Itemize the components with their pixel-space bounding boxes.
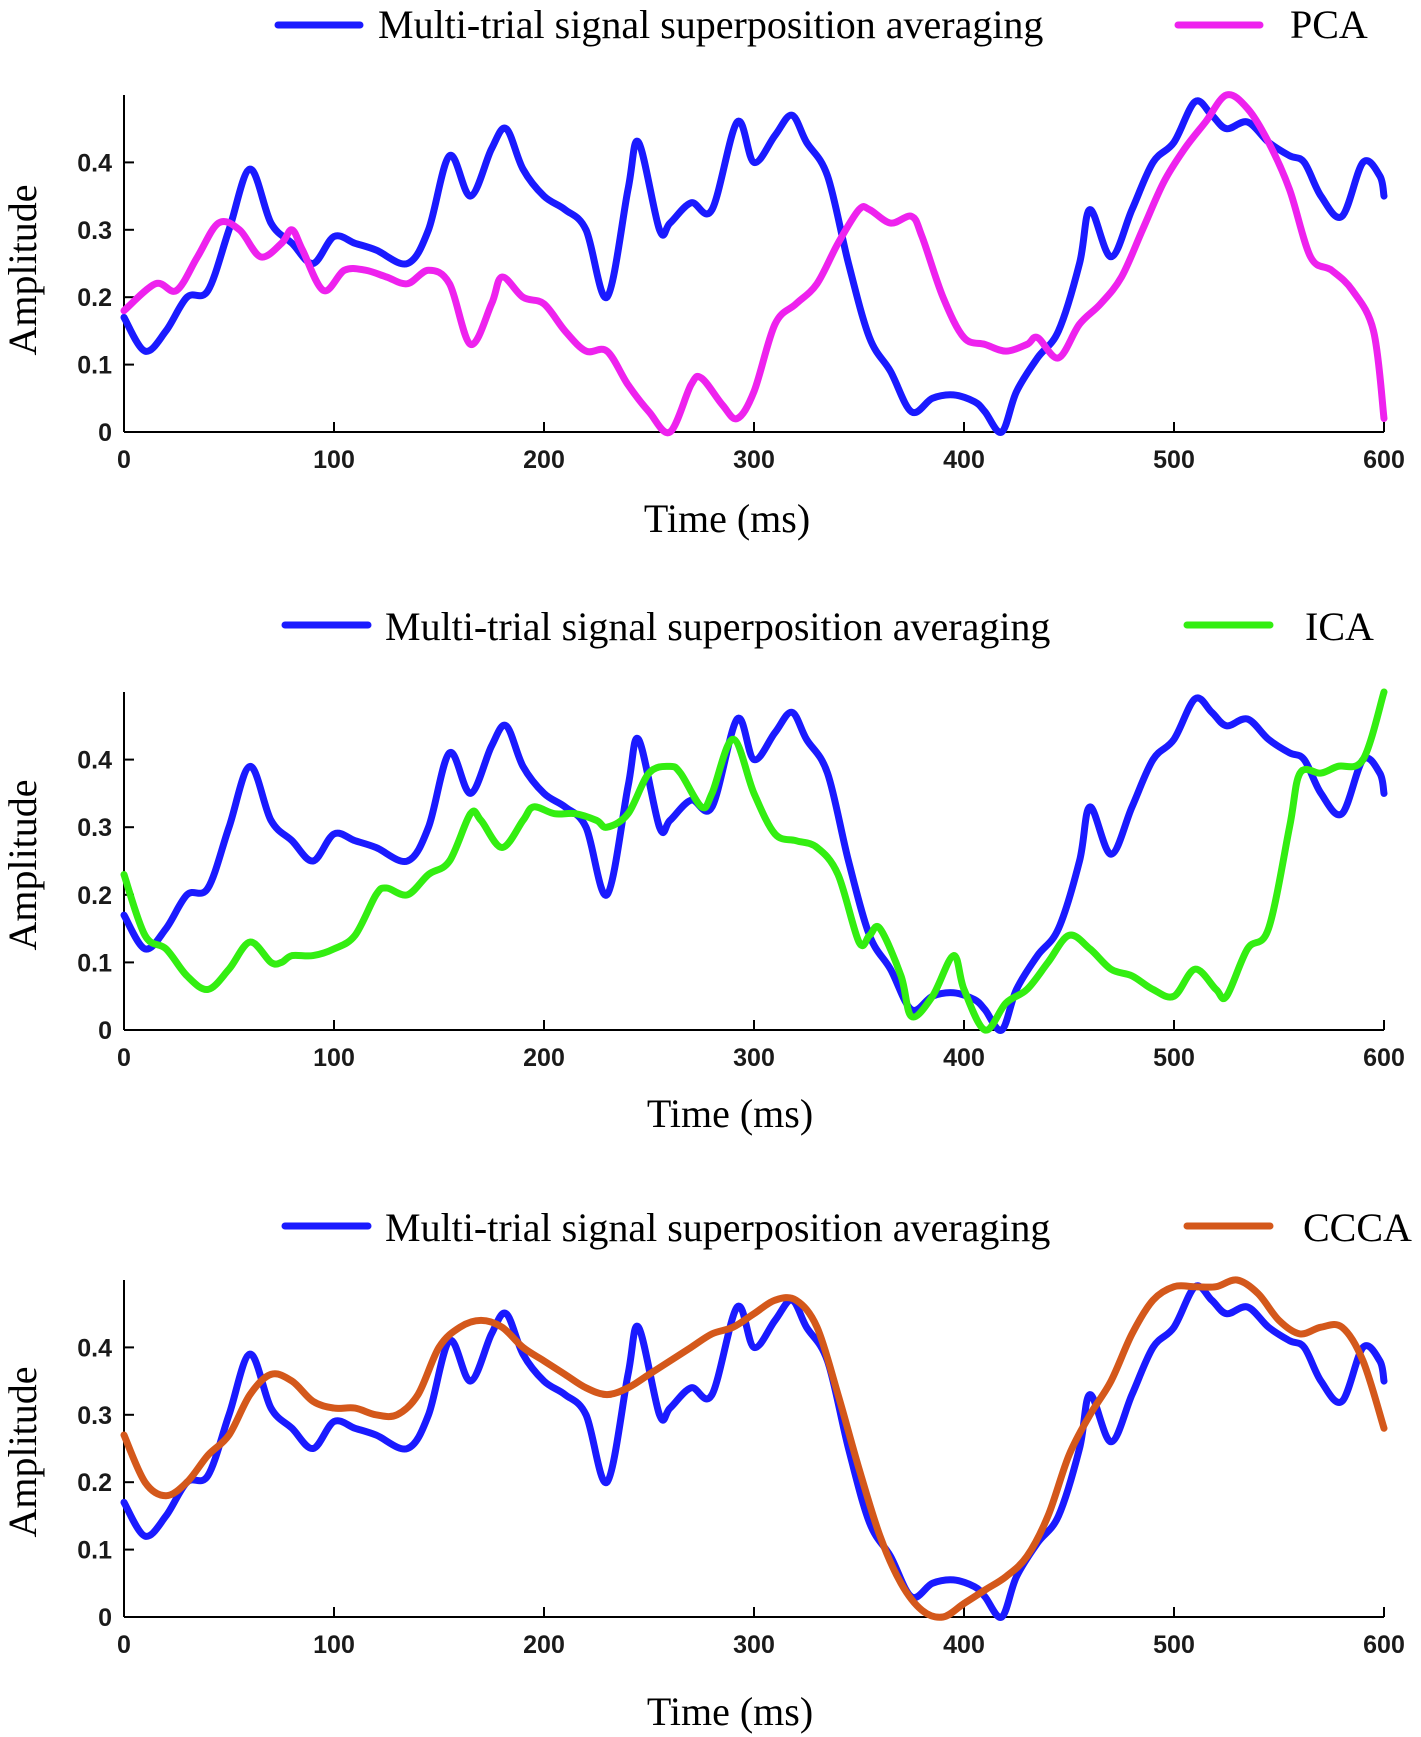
x-tick-label: 200: [523, 446, 565, 474]
series-line-ccca: [120, 1276, 1388, 1621]
plot-area: 0 100 200 300 400 500 600 0 0.1 0.2 0.3 0.4: [77, 688, 1405, 1072]
x-tick-label: 0: [117, 1044, 131, 1072]
y-tick-label: 0.2: [77, 284, 112, 312]
legend-label-ccca: CCCA: [1303, 1205, 1412, 1250]
series-line-multi-trial-signal-superposition-averaging: [120, 97, 1388, 436]
x-tick-label: 100: [313, 446, 355, 474]
x-tick-label: 400: [943, 1044, 985, 1072]
legend-label-averaging: Multi-trial signal superposition averagi…: [385, 604, 1050, 649]
plot-area: 0 100 200 300 400 500 600 0 0.1 0.2 0.3 0.4: [77, 1276, 1405, 1659]
y-axis-label: Amplitude: [0, 184, 45, 355]
x-axis-label: Time (ms): [647, 1091, 813, 1136]
y-tick-label: 0.4: [77, 1334, 112, 1362]
y-tick-label: 0.1: [77, 1537, 112, 1565]
series-line-multi-trial-signal-superposition-averaging: [120, 1282, 1388, 1621]
x-tick-label: 400: [943, 1631, 985, 1659]
series-line-ica: [120, 688, 1388, 1034]
y-tick-label: 0.4: [77, 149, 112, 177]
x-tick-label: 200: [523, 1631, 565, 1659]
x-tick-label: 200: [523, 1044, 565, 1072]
series-line-pca: [120, 91, 1388, 437]
legend-label-averaging: Multi-trial signal superposition averagi…: [378, 2, 1043, 47]
chart-panel-ica: Multi-trial signal superposition averagi…: [0, 604, 1405, 1136]
x-axis-label: Time (ms): [644, 496, 810, 541]
x-tick-label: 300: [733, 1631, 775, 1659]
x-tick-label: 100: [313, 1044, 355, 1072]
x-tick-label: 500: [1153, 1044, 1195, 1072]
y-tick-label: 0.1: [77, 949, 112, 977]
y-tick-label: 0.3: [77, 814, 112, 842]
x-tick-label: 300: [733, 1044, 775, 1072]
legend-label-ica: ICA: [1305, 604, 1374, 649]
y-tick-label: 0.3: [77, 1402, 112, 1430]
chart-panel-ccca: Multi-trial signal superposition averagi…: [0, 1205, 1412, 1734]
x-tick-label: 500: [1153, 446, 1195, 474]
legend-label-pca: PCA: [1290, 2, 1368, 47]
y-tick-label: 0.1: [77, 352, 112, 380]
y-axis-label: Amplitude: [0, 779, 45, 950]
x-tick-label: 600: [1363, 1044, 1405, 1072]
y-tick-label: 0.2: [77, 882, 112, 910]
chart-panel-pca: Multi-trial signal superposition averagi…: [0, 2, 1405, 541]
y-tick-label: 0: [98, 1604, 112, 1632]
y-tick-label: 0: [98, 1017, 112, 1045]
x-tick-label: 600: [1363, 1631, 1405, 1659]
x-tick-label: 100: [313, 1631, 355, 1659]
y-tick-label: 0: [98, 419, 112, 447]
y-tick-label: 0.3: [77, 217, 112, 245]
legend-label-averaging: Multi-trial signal superposition averagi…: [385, 1205, 1050, 1250]
x-tick-label: 0: [117, 1631, 131, 1659]
x-tick-label: 400: [943, 446, 985, 474]
x-axis-label: Time (ms): [647, 1689, 813, 1734]
x-tick-label: 600: [1363, 446, 1405, 474]
y-tick-label: 0.2: [77, 1469, 112, 1497]
x-tick-label: 0: [117, 446, 131, 474]
x-tick-label: 500: [1153, 1631, 1195, 1659]
plot-area: 0 100 200 300 400 500 600 0 0.1 0.2 0.3 0.4: [77, 91, 1405, 474]
y-tick-label: 0.4: [77, 747, 112, 775]
y-axis-label: Amplitude: [0, 1366, 45, 1537]
x-tick-label: 300: [733, 446, 775, 474]
series-line-multi-trial-signal-superposition-averaging: [120, 694, 1388, 1034]
